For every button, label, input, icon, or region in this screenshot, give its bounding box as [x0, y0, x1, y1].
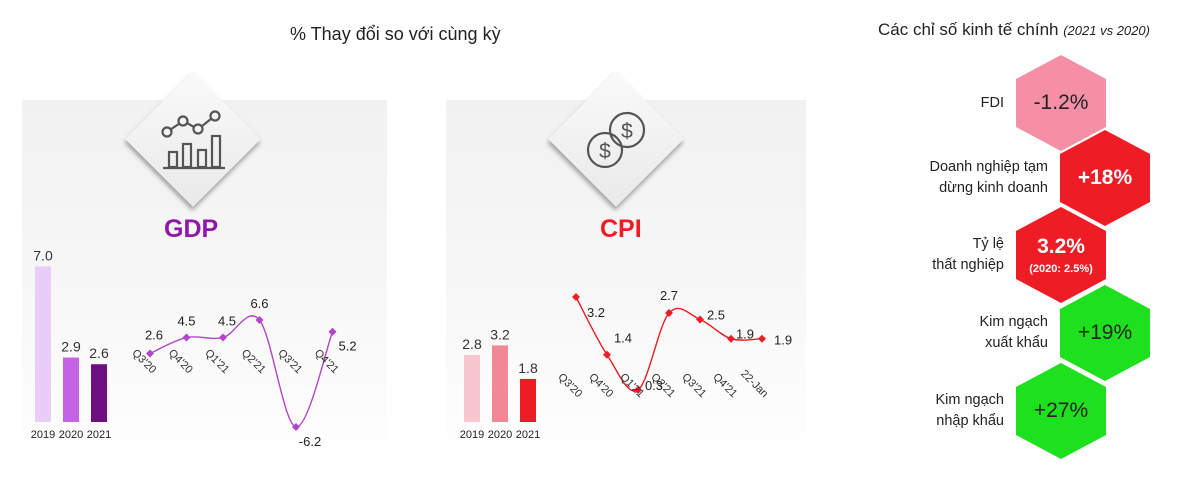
indicator-label-line: Kim ngạch [979, 314, 1048, 330]
point-value-label: 1.9 [736, 327, 754, 342]
series-line [149, 315, 334, 428]
point-value-label: 1.9 [774, 333, 792, 348]
category-tick-label: 2020 [59, 429, 83, 441]
indicator-label-line: Tỷ lệ [972, 236, 1004, 252]
page-title: % Thay đổi so với cùng kỳ [290, 24, 501, 44]
indicator-label: Doanh nghiệp tạm dừng kinh doanh [878, 157, 1049, 199]
data-point [182, 333, 191, 342]
bar-value-label: 7.0 [33, 247, 53, 263]
indicator-value: +19% [1077, 321, 1133, 344]
point-value-label: 3.2 [587, 305, 605, 320]
bar [91, 364, 107, 422]
svg-text:$: $ [599, 140, 611, 163]
bar-value-label: 2.6 [89, 345, 109, 361]
x-tick-label: Q3'21 [679, 371, 708, 400]
point-value-label: 0.3 [645, 378, 663, 393]
indicator-value: -1.2% [1033, 91, 1089, 114]
data-point [665, 309, 673, 318]
point-value-label: 4.5 [218, 314, 236, 329]
indicator-label-line: Doanh nghiệp tạm [929, 159, 1049, 175]
indicator-hexagon: -1.2% [1016, 55, 1106, 151]
indicator-label-line: FDI [980, 94, 1004, 111]
indicator-hexagon: +27% [1016, 363, 1106, 459]
x-tick-label: Q4'21 [710, 371, 739, 400]
svg-text:$: $ [621, 120, 633, 143]
x-tick-label: Q3'21 [275, 347, 304, 376]
indicators-title: Các chỉ số kinh tế chính (2021 vs 2020) [878, 20, 1150, 40]
indicator-label-line: dừng kinh doanh [939, 180, 1048, 196]
data-point [603, 350, 611, 359]
indicator-sub-value: (2020: 2.5%) [1029, 263, 1093, 275]
indicator-label-line: xuất khẩu [985, 335, 1048, 351]
gdp-line-chart: 2.6Q3'204.5Q4'204.5Q1'216.6Q2'21-6.2Q3'2… [129, 296, 357, 449]
gdp-bar-chart: 7.0 2019 2.9 2020 2.6 2021 [31, 247, 111, 441]
indicator-value: +27% [1033, 399, 1089, 422]
bar-value-label: 1.8 [518, 360, 538, 376]
bar [35, 266, 51, 422]
data-point [219, 333, 227, 342]
indicator-label-line: nhập khẩu [936, 413, 1004, 429]
point-value-label: 2.6 [145, 327, 163, 342]
bar [492, 345, 508, 422]
x-tick-label: 22-Jan [738, 368, 770, 400]
point-value-label: 2.5 [707, 307, 725, 322]
category-tick-label: 2019 [31, 429, 55, 441]
cpi-label: CPI [600, 215, 642, 243]
category-tick-label: 2021 [516, 429, 540, 441]
data-point [696, 315, 704, 324]
indicator-value: +18% [1077, 166, 1133, 189]
data-point [572, 293, 580, 301]
x-tick-label: Q2'21 [239, 347, 268, 376]
cpi-line-chart: 3.2Q3'201.4Q4'20 0.3Q1'212.7Q2'212.5Q3'21… [555, 288, 792, 400]
data-point [727, 334, 735, 343]
cpi-bar-chart: 2.8 2019 3.2 2020 1.8 2021 [460, 326, 540, 441]
growth-chart-icon [161, 110, 225, 170]
point-value-label: 1.4 [614, 331, 632, 346]
bar [464, 354, 480, 422]
x-tick-label: Q4'20 [586, 371, 615, 400]
bar-value-label: 2.9 [61, 339, 81, 355]
category-tick-label: 2019 [460, 429, 484, 441]
data-point [328, 327, 337, 336]
point-value-label: 2.7 [660, 288, 678, 303]
bar-value-label: 3.2 [490, 326, 510, 342]
data-point [146, 349, 154, 358]
indicator-label-line: Kim ngạch [935, 392, 1004, 408]
indicator-value: 3.2% [1037, 235, 1085, 258]
category-tick-label: 2020 [488, 429, 512, 441]
indicators-title-note: (2021 vs 2020) [1063, 23, 1150, 38]
data-point [292, 423, 300, 431]
bar [520, 378, 536, 422]
data-point [758, 334, 766, 343]
data-point [634, 386, 642, 394]
x-tick-label: Q1'21 [202, 347, 231, 376]
x-tick-label: Q3'20 [555, 371, 584, 400]
indicator-label: Tỷ lệ thất nghiệp [834, 234, 1004, 276]
point-value-label: 6.6 [250, 296, 268, 311]
indicator-label: Kim ngạch nhập khẩu [834, 390, 1004, 432]
indicator-label: Kim ngạch xuất khẩu [878, 312, 1048, 354]
indicator-label-line: thất nghiệp [932, 257, 1004, 273]
indicators-title-text: Các chỉ số kinh tế chính [878, 20, 1059, 39]
data-point [255, 316, 264, 324]
point-value-label: 4.5 [177, 314, 195, 329]
indicator-hexagon: 3.2% (2020: 2.5%) [1016, 207, 1106, 303]
gdp-label: GDP [164, 215, 219, 243]
bar-value-label: 2.8 [462, 336, 482, 352]
x-tick-label: Q4'20 [166, 347, 195, 376]
point-value-label: -6.2 [299, 434, 321, 449]
dollar-coins-icon: $ $ [586, 111, 646, 169]
indicator-hexagon: +19% [1060, 285, 1150, 381]
indicator-label: FDI [834, 93, 1004, 114]
point-value-label: 5.2 [339, 339, 357, 354]
category-tick-label: 2021 [87, 429, 111, 441]
indicator-hexagon: +18% [1060, 130, 1150, 226]
bar [63, 357, 79, 422]
